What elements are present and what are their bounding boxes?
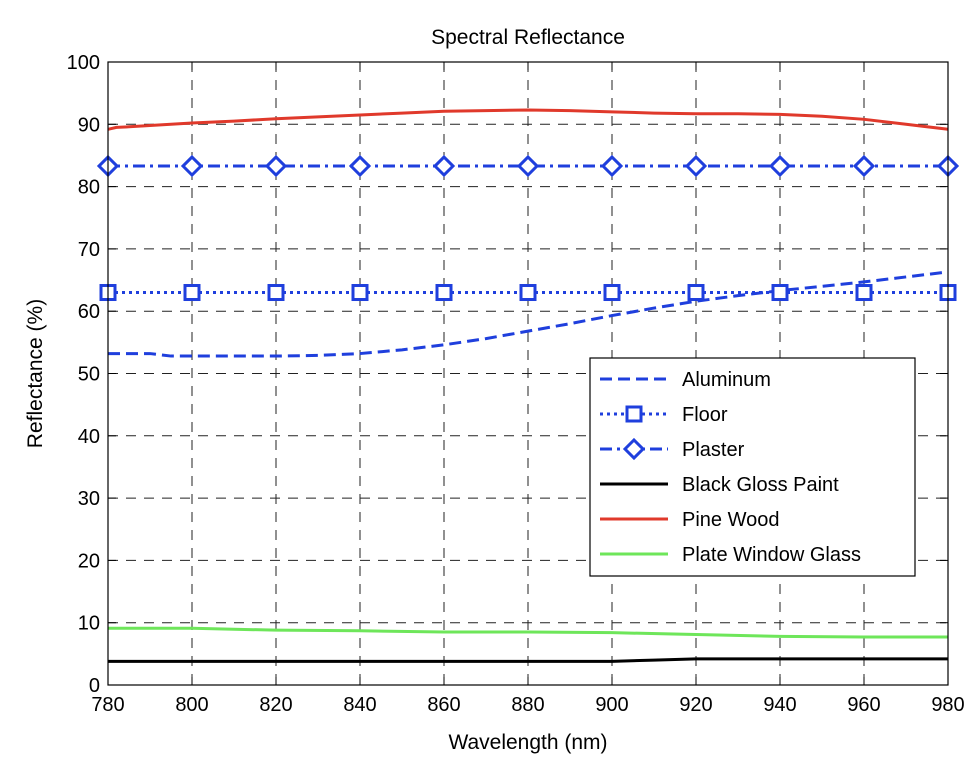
y-tick-label: 40 [78, 426, 100, 448]
chart-title: Spectral Reflectance [431, 26, 625, 49]
y-tick-label: 60 [78, 301, 100, 323]
y-tick-label: 100 [67, 52, 100, 74]
series-black-gloss-paint [108, 657, 948, 663]
x-axis-label: Wavelength (nm) [448, 731, 607, 754]
y-tick-label: 90 [78, 114, 100, 136]
data-point-floor [603, 284, 621, 302]
legend-label: Plaster [682, 439, 745, 461]
data-point-plaster [684, 154, 708, 178]
legend-item-plate-window-glass: Plate Window Glass [600, 544, 861, 566]
x-tick-label: 900 [595, 694, 628, 716]
data-point-plaster [432, 154, 456, 178]
x-tick-label: 860 [427, 694, 460, 716]
y-axis-label: Reflectance (%) [24, 299, 47, 448]
legend-label: Plate Window Glass [682, 544, 861, 566]
series-line-pine-wood [107, 108, 949, 131]
data-point-floor [435, 284, 453, 302]
legend-item-floor: Floor [600, 404, 728, 426]
data-point-floor [183, 284, 201, 302]
data-point-plaster [852, 154, 876, 178]
data-point-floor [687, 284, 705, 302]
legend-label: Aluminum [682, 369, 771, 391]
x-tick-label: 780 [91, 694, 124, 716]
data-point-plaster [348, 154, 372, 178]
legend-marker [622, 437, 646, 461]
legend: Aluminum Floor Plaster Black Gloss Paint Pin… [589, 357, 916, 577]
legend-item-black-gloss-paint: Black Gloss Paint [600, 474, 839, 496]
series-pine-wood [107, 108, 949, 131]
x-tick-label: 980 [931, 694, 964, 716]
legend-label: Black Gloss Paint [682, 474, 839, 496]
x-tick-label: 940 [763, 694, 796, 716]
legend-item-pine-wood: Pine Wood [600, 509, 779, 531]
series-line-plate-window-glass [108, 626, 948, 639]
y-tick-label: 10 [78, 613, 100, 635]
series-line-aluminum [108, 270, 949, 358]
x-tick-label: 960 [847, 694, 880, 716]
y-tick-label: 20 [78, 550, 100, 572]
data-point-plaster [180, 154, 204, 178]
legend-box [589, 357, 916, 577]
data-point-floor [855, 284, 873, 302]
legend-label: Pine Wood [682, 509, 779, 531]
data-point-plaster [768, 154, 792, 178]
y-tick-label: 50 [78, 364, 100, 386]
data-point-floor [267, 284, 285, 302]
y-tick-label: 70 [78, 239, 100, 261]
series-layer [96, 108, 960, 663]
y-tick-label: 0 [89, 675, 100, 697]
y-tick-label: 80 [78, 177, 100, 199]
series-aluminum [108, 270, 949, 358]
data-point-plaster [600, 154, 624, 178]
x-tick-label: 820 [259, 694, 292, 716]
x-tick-label: 840 [343, 694, 376, 716]
legend-item-aluminum: Aluminum [600, 369, 771, 391]
legend-label: Floor [682, 404, 728, 426]
x-tick-label: 800 [175, 694, 208, 716]
data-point-plaster [516, 154, 540, 178]
series-plate-window-glass [108, 626, 948, 639]
y-tick-label: 30 [78, 488, 100, 510]
legend-item-plaster: Plaster [600, 437, 745, 461]
data-point-floor [519, 284, 537, 302]
legend-marker [625, 405, 643, 423]
data-point-floor [351, 284, 369, 302]
tick-layer: 780 800 820 840 860 880 900 920 940 960 980 0 10 20 30… [67, 52, 965, 716]
x-tick-label: 880 [511, 694, 544, 716]
data-point-plaster [264, 154, 288, 178]
series-plaster [96, 154, 960, 178]
series-line-black-gloss-paint [108, 657, 948, 663]
data-point-floor [771, 284, 789, 302]
series-floor [99, 284, 957, 302]
x-tick-label: 920 [679, 694, 712, 716]
